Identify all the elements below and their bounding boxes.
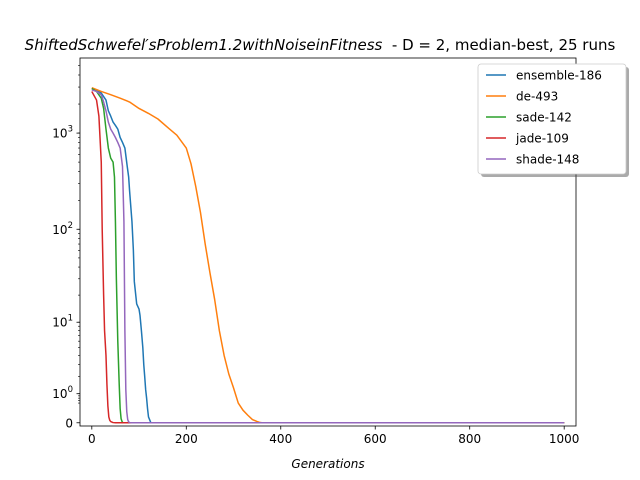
x-axis-label: Generations xyxy=(291,457,364,471)
y-tick-label-0: 0 xyxy=(65,416,73,430)
series-line-1 xyxy=(91,87,565,424)
legend: ensemble-186 de-493 sade-142 jade-109 shade-… xyxy=(477,63,629,177)
legend-label-0: ensemble-186 xyxy=(516,69,602,83)
legend-label-2: sade-142 xyxy=(516,111,572,125)
x-tick-label-4: 800 xyxy=(458,432,481,446)
x-tick-label-3: 600 xyxy=(364,432,387,446)
series-layer xyxy=(91,87,565,424)
y-tick-label-2: 101 xyxy=(52,314,73,330)
x-axis: 0 200 400 600 800 1000 xyxy=(88,426,579,446)
legend-box xyxy=(477,63,627,175)
series-line-4 xyxy=(91,89,565,424)
y-tick-label-1: 100 xyxy=(52,385,73,401)
y-tick-label-4: 103 xyxy=(52,125,73,141)
x-tick-label-2: 400 xyxy=(269,432,292,446)
series-line-3 xyxy=(91,91,565,424)
legend-label-3: jade-109 xyxy=(515,132,569,146)
series-line-0 xyxy=(91,87,565,424)
chart-title-italic: ShiftedSchwefel′sProblem1.2withNoiseinFi… xyxy=(25,36,383,54)
series-line-2 xyxy=(91,87,565,424)
legend-label-1: de-493 xyxy=(516,90,558,104)
chart-title-rest: - D = 2, median-best, 25 runs xyxy=(382,36,615,54)
x-tick-label-5: 1000 xyxy=(549,432,580,446)
axes-frame xyxy=(79,57,577,427)
chart-title: ShiftedSchwefel′sProblem1.2withNoiseinFi… xyxy=(25,36,616,54)
x-tick-label-0: 0 xyxy=(88,432,96,446)
y-axis: 0 100 101 102 103 xyxy=(52,65,80,430)
x-tick-label-1: 200 xyxy=(175,432,198,446)
y-tick-label-3: 102 xyxy=(52,221,73,237)
legend-label-4: shade-148 xyxy=(516,153,579,167)
